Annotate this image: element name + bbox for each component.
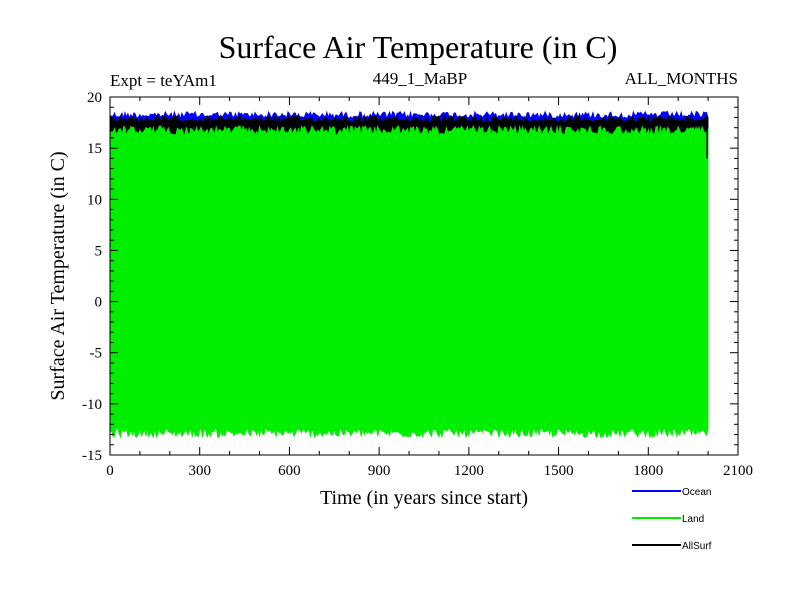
y-tick-label: 15 [87, 141, 102, 157]
y-tick-label: 5 [95, 243, 103, 259]
y-axis: -15 -10 -5 0 5 10 15 20 [82, 90, 738, 464]
run-label: 449_1_MaBP [373, 69, 467, 88]
x-tick-label: 600 [278, 463, 301, 479]
series-group [109, 110, 709, 439]
legend-label-ocean: Ocean [682, 487, 711, 498]
series-land [109, 124, 709, 439]
x-tick-label: 900 [368, 463, 391, 479]
y-tick-label: 0 [95, 295, 103, 311]
y-tick-label: -15 [82, 448, 102, 464]
y-tick-label: -10 [82, 397, 102, 413]
x-tick-label: 300 [188, 463, 211, 479]
months-label: ALL_MONTHS [625, 69, 738, 88]
x-axis: 0 300 600 900 1200 1500 1800 2100 [106, 97, 753, 479]
x-tick-label: 2100 [723, 463, 753, 479]
legend-label-allsurf: AllSurf [682, 541, 712, 552]
plot-frame [109, 96, 739, 456]
y-tick-label: 20 [87, 90, 102, 106]
expt-label: Expt = teYAm1 [110, 71, 217, 90]
x-tick-label: 1800 [633, 463, 663, 479]
x-axis-label: Time (in years since start) [320, 487, 528, 509]
y-axis-label: Surface Air Temperature (in C) [47, 151, 69, 400]
legend-label-land: Land [682, 514, 704, 525]
x-tick-label: 0 [106, 463, 114, 479]
x-tick-label: 1500 [544, 463, 574, 479]
x-tick-label: 1200 [454, 463, 484, 479]
plot-area: 0 300 600 900 1200 1500 1800 2100 -15 -10 -5 0 5 10 1… [82, 90, 753, 479]
y-tick-label: -5 [90, 346, 103, 362]
chart-title: Surface Air Temperature (in C) [219, 29, 618, 65]
y-tick-label: 10 [87, 192, 102, 208]
legend: Ocean Land AllSurf [632, 487, 712, 552]
